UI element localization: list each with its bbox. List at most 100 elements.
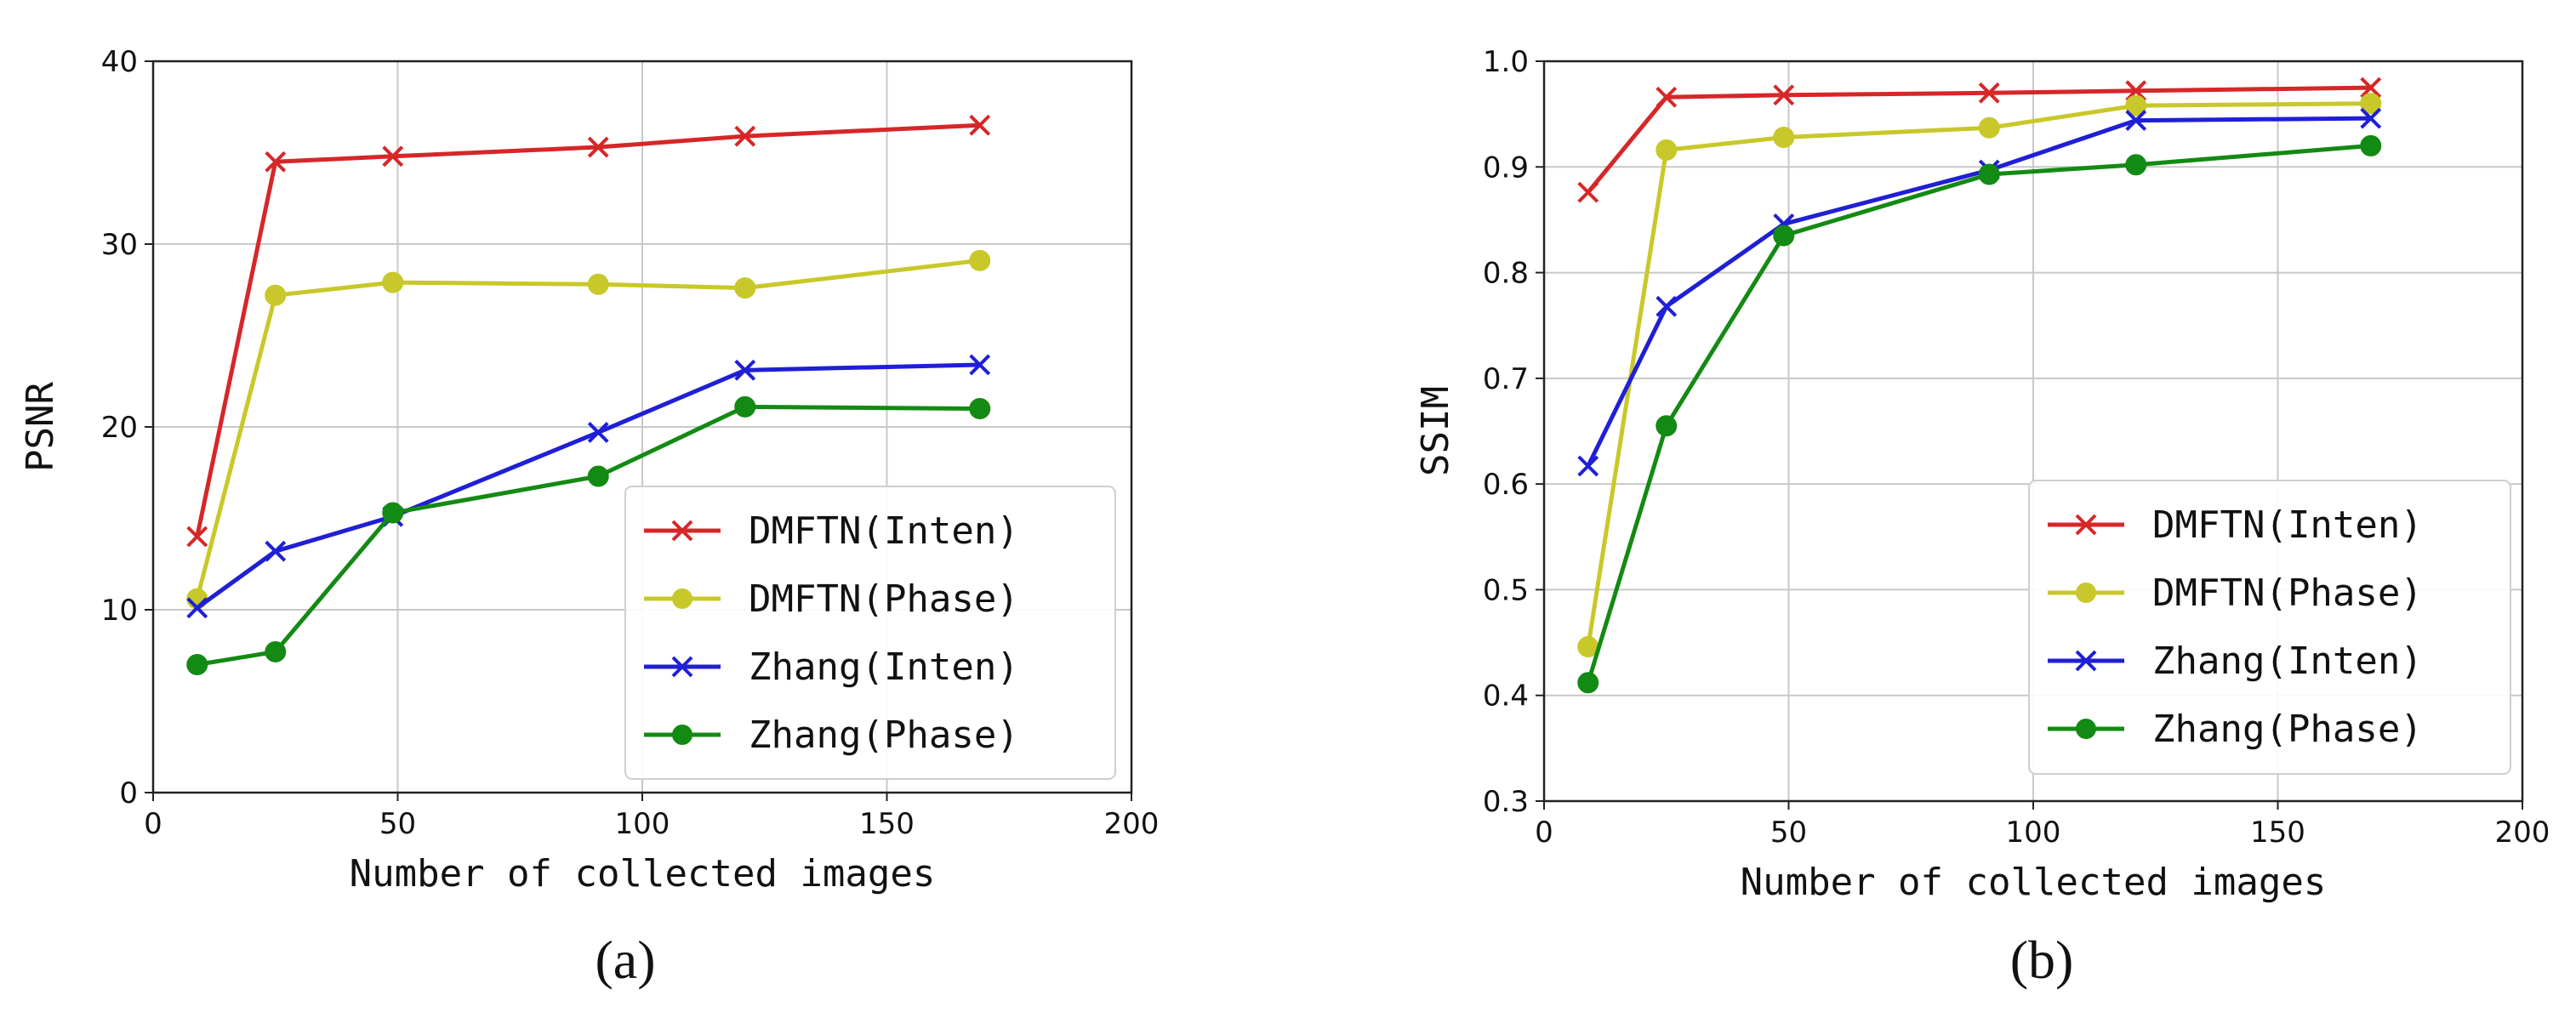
data-point (1656, 415, 1678, 437)
series-line-1 (195, 258, 981, 600)
series-line-2 (1586, 116, 2371, 468)
legend-marker (2075, 650, 2097, 672)
legend-marker (672, 588, 692, 609)
data-point (2125, 94, 2147, 117)
x-tick-label: 200 (2495, 816, 2550, 850)
y-tick-label: 1.0 (1483, 45, 1529, 79)
data-point (1577, 672, 1599, 694)
data-point (587, 465, 609, 487)
data-point (1656, 86, 1678, 108)
data-point (587, 422, 609, 443)
data-point (2360, 93, 2382, 115)
legend-marker (2076, 719, 2096, 739)
plot-frame (1542, 60, 2524, 803)
data-point (1773, 126, 1795, 148)
x-axis-label: Number of collected images (1741, 861, 2327, 904)
y-tick-label: 0.3 (1483, 785, 1529, 819)
legend-label: DMFTN(Phase) (749, 577, 1019, 621)
legend-label: DMFTN(Inten) (749, 509, 1019, 553)
legend: DMFTN(Inten) DMFTN(Phase) Zhang(Inten) Zhan… (2028, 480, 2511, 775)
chart-panel-a: 0 50 100 150 200 0 10 20 30 40 Number of collected… (19, 45, 1159, 990)
data-point (265, 151, 287, 173)
data-point (1773, 225, 1795, 247)
data-point (2360, 107, 2382, 129)
data-point (2125, 154, 2147, 176)
data-point (587, 136, 609, 158)
legend-label: Zhang(Inten) (2152, 640, 2423, 683)
x-tick-label: 200 (1104, 807, 1160, 841)
legend-marker (672, 725, 692, 745)
data-point (2125, 110, 2147, 132)
y-tick-label: 0.4 (1483, 679, 1529, 714)
y-tick-label: 0.7 (1483, 362, 1529, 396)
legend: DMFTN(Inten) DMFTN(Phase) Zhang(Inten) Zhan… (624, 486, 1116, 780)
legend-label: DMFTN(Inten) (2152, 503, 2423, 547)
data-point (2360, 134, 2382, 156)
data-point (587, 273, 609, 295)
data-point (969, 249, 991, 271)
series-line-0 (1586, 85, 2371, 194)
data-point (2360, 77, 2382, 99)
data-point (265, 540, 287, 562)
y-tick-label: 0 (119, 776, 138, 810)
data-point (969, 354, 991, 376)
data-point (1978, 117, 2000, 139)
y-tick-label: 0.6 (1483, 468, 1529, 502)
legend-marker (671, 520, 693, 542)
series-line-0 (195, 122, 980, 537)
legend-box (624, 486, 1116, 780)
y-tick-label: 0.9 (1483, 151, 1529, 185)
series-line-1 (1586, 101, 2371, 647)
legend-label: DMFTN(Phase) (2152, 571, 2423, 615)
x-tick-label: 0 (1535, 816, 1553, 850)
data-point (1577, 181, 1599, 203)
y-axis-label: SSIM (1414, 386, 1457, 476)
legend-label: Zhang(Phase) (749, 714, 1019, 757)
plot-frame (151, 60, 1133, 794)
x-tick-label: 150 (2250, 816, 2305, 850)
x-tick-label: 100 (615, 807, 670, 841)
legend-box (2028, 480, 2511, 775)
data-point (186, 654, 208, 675)
data-point (734, 125, 756, 147)
y-tick-label: 30 (101, 228, 138, 262)
x-tick-label: 0 (144, 807, 162, 841)
data-point (734, 277, 756, 299)
data-point (186, 597, 208, 619)
data-point (382, 271, 404, 293)
series-line-3 (1586, 143, 2371, 684)
data-point (382, 502, 404, 524)
legend-label: Zhang(Inten) (749, 645, 1019, 689)
data-point (1978, 163, 2000, 185)
data-point (265, 640, 287, 662)
y-tick-label: 20 (101, 411, 138, 445)
data-point (186, 526, 208, 548)
series-line-2 (196, 362, 980, 610)
data-point (1773, 84, 1795, 106)
x-tick-label: 100 (2006, 816, 2061, 850)
data-point (1978, 82, 2000, 104)
y-tick-label: 0.8 (1483, 257, 1529, 291)
data-point (265, 284, 287, 306)
data-point (734, 395, 756, 418)
legend-marker (2076, 583, 2096, 603)
data-point (1577, 455, 1599, 477)
data-point (969, 114, 991, 136)
y-axis-label: PSNR (19, 382, 62, 472)
panel-label: (a) (595, 930, 655, 990)
legend-label: Zhang(Phase) (2152, 708, 2423, 751)
panel-label: (b) (2010, 930, 2074, 990)
legend-marker (671, 656, 693, 678)
x-tick-label: 150 (859, 807, 915, 841)
x-tick-label: 50 (379, 807, 416, 841)
data-point (969, 398, 991, 419)
y-tick-label: 10 (101, 594, 138, 628)
series-line-3 (197, 404, 980, 667)
data-point (1656, 139, 1678, 161)
data-point (382, 145, 404, 168)
chart-panel-b: 0 50 100 150 200 0.3 0.4 0.5 0.6 0.7 0.8 0.9 1.0 Numb… (1414, 45, 2550, 990)
x-axis-label: Number of collected images (350, 852, 936, 895)
x-tick-label: 50 (1770, 816, 1807, 850)
data-point (734, 359, 756, 381)
